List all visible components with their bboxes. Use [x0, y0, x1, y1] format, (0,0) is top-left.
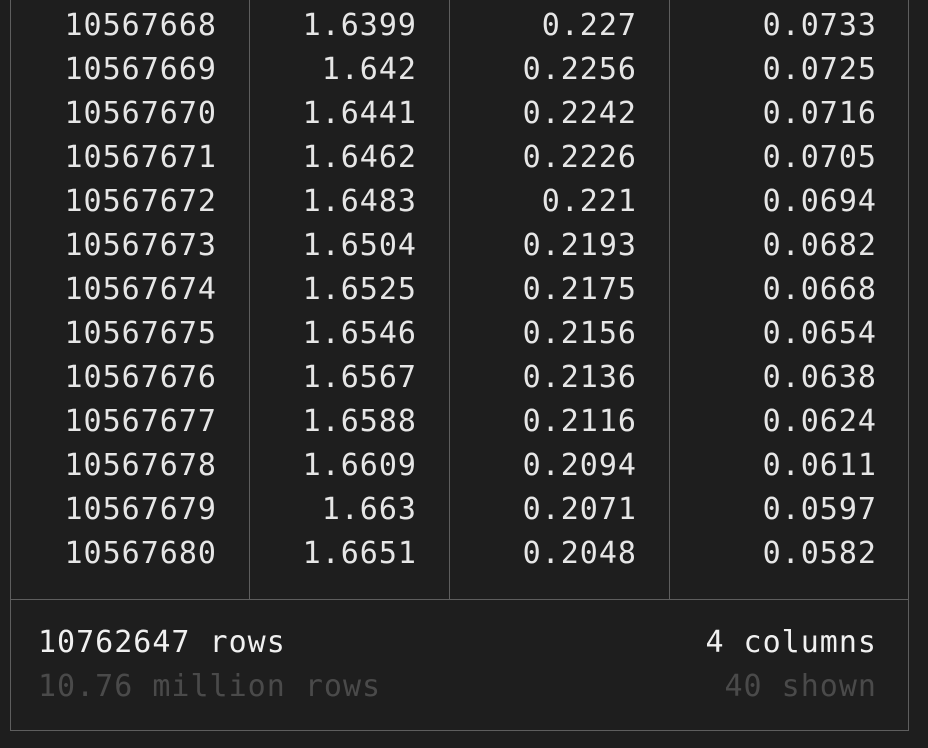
table-cell: 10567673 [64, 228, 217, 263]
table-cell: 0.2156 [522, 316, 637, 351]
table-cell: 10567669 [64, 52, 217, 87]
table-cell: 10567672 [64, 184, 217, 219]
column-count: 4 columns [705, 625, 877, 660]
table-row: 10567679 1.663 0.2071 0.0597 [11, 488, 908, 532]
table-row: 10567677 1.6588 0.2116 0.0624 [11, 400, 908, 444]
table-cell: 10567677 [64, 404, 217, 439]
table-cell: 0.2116 [522, 404, 637, 439]
table-cell: 0.227 [541, 8, 637, 43]
column-divider [449, 0, 450, 600]
table-row: 10567670 1.6441 0.2242 0.0716 [11, 92, 908, 136]
table-cell: 1.642 [321, 52, 417, 87]
table-cell: 10567680 [64, 536, 217, 571]
table-cell: 1.6525 [302, 272, 417, 307]
table-cell: 1.6609 [302, 448, 417, 483]
table-cell: 0.2048 [522, 536, 637, 571]
table-cell: 10567679 [64, 492, 217, 527]
table-cell: 1.663 [321, 492, 417, 527]
table-cell: 10567678 [64, 448, 217, 483]
table-cell: 0.0638 [762, 360, 877, 395]
table-cell: 0.221 [541, 184, 637, 219]
table-cell: 0.2226 [522, 140, 637, 175]
table-cell: 0.0611 [762, 448, 877, 483]
table-cell: 0.2071 [522, 492, 637, 527]
table-cell: 10567676 [64, 360, 217, 395]
table-cell: 0.0716 [762, 96, 877, 131]
table-row: 10567672 1.6483 0.221 0.0694 [11, 180, 908, 224]
table-cell: 0.0694 [762, 184, 877, 219]
table-cell: 1.6504 [302, 228, 417, 263]
table-row: 10567678 1.6609 0.2094 0.0611 [11, 444, 908, 488]
table-cell: 1.6462 [302, 140, 417, 175]
table-cell: 0.0624 [762, 404, 877, 439]
data-table: 10567668 1.6399 0.227 0.0733 10567669 1.… [10, 0, 909, 731]
table-cell: 0.0654 [762, 316, 877, 351]
table-row: 10567675 1.6546 0.2156 0.0654 [11, 312, 908, 356]
table-cell: 0.0725 [762, 52, 877, 87]
table-row: 10567680 1.6651 0.2048 0.0582 [11, 532, 908, 576]
table-cell: 0.0582 [762, 536, 877, 571]
table-cell: 0.0705 [762, 140, 877, 175]
row-count-human: 10.76 million rows [38, 669, 382, 704]
table-row: 10567674 1.6525 0.2175 0.0668 [11, 268, 908, 312]
table-cell: 1.6483 [302, 184, 417, 219]
table-cell: 1.6567 [302, 360, 417, 395]
table-row: 10567671 1.6462 0.2226 0.0705 [11, 136, 908, 180]
table-cell: 0.0668 [762, 272, 877, 307]
table-row: 10567676 1.6567 0.2136 0.0638 [11, 356, 908, 400]
footer-divider [11, 599, 908, 600]
table-cell: 1.6651 [302, 536, 417, 571]
table-row: 10567668 1.6399 0.227 0.0733 [11, 4, 908, 48]
table-cell: 0.2256 [522, 52, 637, 87]
table-cell: 0.2175 [522, 272, 637, 307]
table-cell: 0.0682 [762, 228, 877, 263]
table-cell: 0.0597 [762, 492, 877, 527]
table-cell: 0.0733 [762, 8, 877, 43]
column-divider [249, 0, 250, 600]
table-cell: 10567671 [64, 140, 217, 175]
table-row: 10567669 1.642 0.2256 0.0725 [11, 48, 908, 92]
column-divider [669, 0, 670, 600]
table-cell: 10567675 [64, 316, 217, 351]
table-cell: 0.2094 [522, 448, 637, 483]
row-count: 10762647 rows [38, 625, 286, 660]
table-cell: 10567668 [64, 8, 217, 43]
table-cell: 1.6588 [302, 404, 417, 439]
table-cell: 0.2242 [522, 96, 637, 131]
table-cell: 1.6546 [302, 316, 417, 351]
table-cell: 1.6399 [302, 8, 417, 43]
table-cell: 10567674 [64, 272, 217, 307]
table-cell: 0.2193 [522, 228, 637, 263]
table-cell: 10567670 [64, 96, 217, 131]
table-row: 10567673 1.6504 0.2193 0.0682 [11, 224, 908, 268]
table-cell: 0.2136 [522, 360, 637, 395]
table-footer: 10762647 rows 10.76 million rows 4 colum… [11, 600, 908, 730]
columns-shown: 40 shown [724, 669, 877, 704]
table-body: 10567668 1.6399 0.227 0.0733 10567669 1.… [11, 4, 908, 576]
table-cell: 1.6441 [302, 96, 417, 131]
